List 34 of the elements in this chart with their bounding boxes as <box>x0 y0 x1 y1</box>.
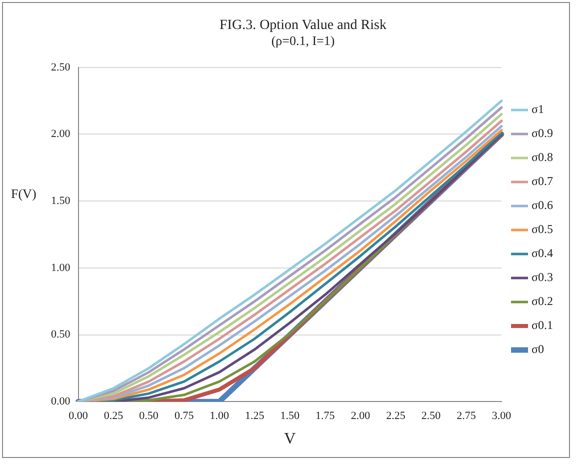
legend-label: σ1 <box>532 102 544 116</box>
legend-label: σ0.2 <box>532 294 553 308</box>
y-tick-label: 2.50 <box>51 61 71 74</box>
x-tick-label: 0.25 <box>104 410 124 422</box>
x-tick-label: 1.25 <box>244 410 265 422</box>
x-tick-label: 2.50 <box>421 410 442 422</box>
legend-label: σ0.7 <box>532 174 553 188</box>
chart-subtitle: (ρ=0.1, I=1) <box>271 33 335 48</box>
x-tick-label: 0.75 <box>174 410 194 422</box>
x-tick-label: 1.75 <box>316 410 336 422</box>
x-tick-label: 0.50 <box>139 410 159 422</box>
x-tick-label: 2.25 <box>386 410 406 422</box>
x-tick-label: 2.00 <box>350 410 371 422</box>
legend-label: σ0.4 <box>532 246 553 260</box>
legend-label: σ0.9 <box>532 126 553 140</box>
legend-label: σ0.1 <box>532 318 553 332</box>
x-tick-label: 1.50 <box>280 410 300 422</box>
x-tick-label: 0.00 <box>68 410 88 422</box>
legend-label: σ0.8 <box>532 150 553 164</box>
y-tick-label: 2.00 <box>51 128 71 140</box>
y-tick-label: 1.00 <box>51 262 71 274</box>
legend-label: σ0.5 <box>532 222 553 236</box>
legend-label: σ0 <box>532 342 544 356</box>
x-tick-label: 1.00 <box>210 410 230 422</box>
legend-label: σ0.3 <box>532 270 553 284</box>
y-tick-label: 0.50 <box>51 328 71 341</box>
x-tick-label: 3.00 <box>492 410 512 422</box>
legend-label: σ0.6 <box>532 198 553 212</box>
chart-title: FIG.3. Option Value and Risk <box>220 18 386 34</box>
y-tick-label: 1.50 <box>51 194 71 207</box>
y-axis-title: F(V) <box>11 186 36 201</box>
x-axis-title: V <box>284 430 296 448</box>
y-tick-label: 0.00 <box>51 395 71 408</box>
x-tick-label: 2.75 <box>456 410 476 422</box>
